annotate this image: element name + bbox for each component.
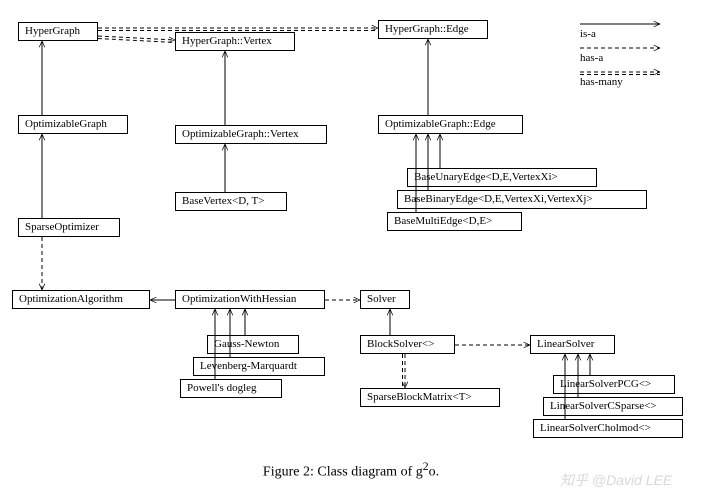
svg-text:has-a: has-a: [580, 52, 603, 64]
svg-text:has-many: has-many: [580, 76, 623, 88]
node-optimizablegraph-vertex: OptimizableGraph::Vertex: [175, 125, 327, 144]
node-optimizationalgorithm: OptimizationAlgorithm: [12, 290, 150, 309]
node-levenbergmarquardt: Levenberg-Marquardt: [193, 357, 325, 376]
node-basevertex: BaseVertex<D, T>: [175, 192, 287, 211]
node-linearsolverpcg: LinearSolverPCG<>: [553, 375, 675, 394]
svg-text:is-a: is-a: [580, 28, 596, 40]
node-basebinaryedge: BaseBinaryEdge<D,E,VertexXi,VertexXj>: [397, 190, 647, 209]
node-hypergraph-edge: HyperGraph::Edge: [378, 20, 488, 39]
node-basemultiedge: BaseMultiEdge<D,E>: [387, 212, 522, 231]
node-solver: Solver: [360, 290, 410, 309]
node-hypergraph-vertex: HyperGraph::Vertex: [175, 32, 295, 51]
node-optimizablegraph: OptimizableGraph: [18, 115, 128, 134]
node-linearsolvercsparse: LinearSolverCSparse<>: [543, 397, 683, 416]
node-optimizationwithhessian: OptimizationWithHessian: [175, 290, 325, 309]
node-optimizablegraph-edge: OptimizableGraph::Edge: [378, 115, 523, 134]
node-baseunaryedge: BaseUnaryEdge<D,E,VertexXi>: [407, 168, 597, 187]
node-powellsdogleg: Powell's dogleg: [180, 379, 282, 398]
node-linearsolver: LinearSolver: [530, 335, 615, 354]
node-linearsolvercholmod: LinearSolverCholmod<>: [533, 419, 683, 438]
node-hypergraph: HyperGraph: [18, 22, 98, 41]
node-blocksolver: BlockSolver<>: [360, 335, 455, 354]
node-sparseblockmatrix: SparseBlockMatrix<T>: [360, 388, 500, 407]
watermark: 知乎 @David LEE: [560, 470, 672, 490]
node-gaussnewton: Gauss-Newton: [207, 335, 299, 354]
node-sparseoptimizer: SparseOptimizer: [18, 218, 120, 237]
